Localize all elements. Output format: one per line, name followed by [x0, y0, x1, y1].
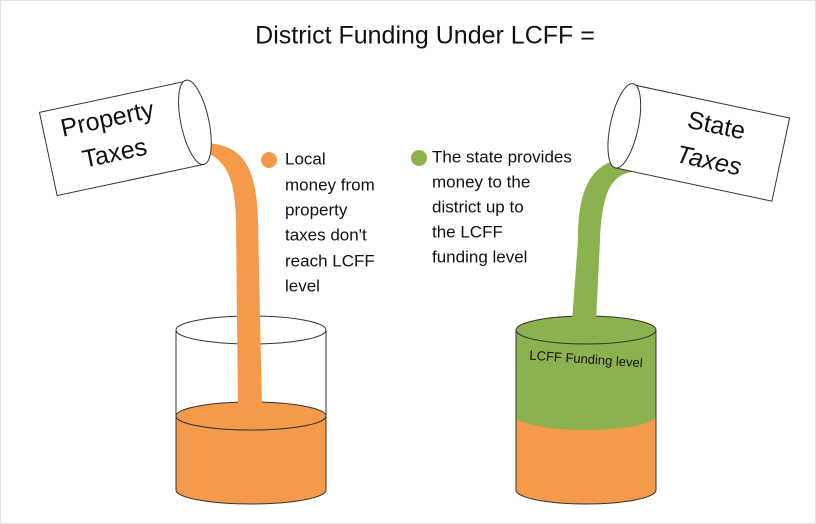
note-line: money from — [285, 175, 375, 194]
right-glass: LCFF Funding level — [516, 316, 656, 504]
note-line: money to the — [432, 172, 530, 191]
note-line: funding level — [432, 247, 527, 266]
note-line: property — [285, 200, 348, 219]
note-line: taxes don't — [285, 225, 367, 244]
frame — [1, 1, 816, 524]
note-line: Local — [285, 149, 326, 168]
note-line: the LCFF — [432, 222, 503, 241]
note-line: level — [285, 276, 320, 295]
title: District Funding Under LCFF = — [255, 22, 595, 50]
bullet — [261, 152, 277, 168]
bullet — [411, 150, 427, 166]
note-line: district up to — [432, 197, 524, 216]
note-line: reach LCFF — [285, 251, 375, 270]
diagram: District Funding Under LCFF = Property T… — [0, 0, 816, 524]
note-line: The state provides — [432, 147, 572, 166]
